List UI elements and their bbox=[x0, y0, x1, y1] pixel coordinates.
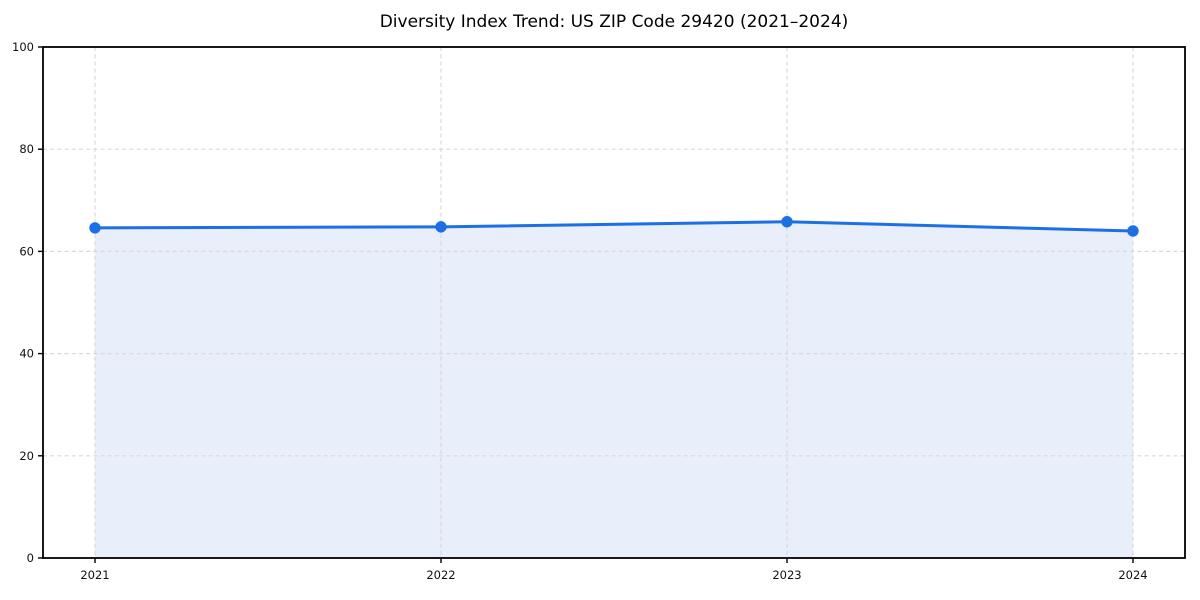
x-tick-label: 2021 bbox=[80, 568, 109, 582]
x-tick-label: 2023 bbox=[772, 568, 801, 582]
y-tick-label: 40 bbox=[19, 347, 34, 361]
y-tick-label: 60 bbox=[19, 244, 34, 258]
data-point bbox=[435, 221, 447, 233]
data-point bbox=[89, 222, 101, 234]
trend-line bbox=[93, 220, 1135, 233]
data-point bbox=[1127, 225, 1139, 237]
chart-title: Diversity Index Trend: US ZIP Code 29420… bbox=[379, 12, 849, 32]
x-tick-label: 2022 bbox=[426, 568, 455, 582]
data-point bbox=[781, 216, 793, 228]
x-tick-label: 2024 bbox=[1118, 568, 1147, 582]
y-tick-label: 20 bbox=[19, 449, 34, 463]
area-fill bbox=[95, 221, 1133, 558]
y-tick-label: 100 bbox=[12, 40, 34, 54]
y-tick-label: 80 bbox=[19, 142, 34, 156]
tick-labels: 0 20 40 60 80 100 2021 2022 2023 2024 bbox=[12, 40, 1148, 582]
plot-border bbox=[42, 46, 1186, 559]
y-tick-label: 0 bbox=[27, 551, 34, 565]
data-points bbox=[89, 216, 1139, 237]
